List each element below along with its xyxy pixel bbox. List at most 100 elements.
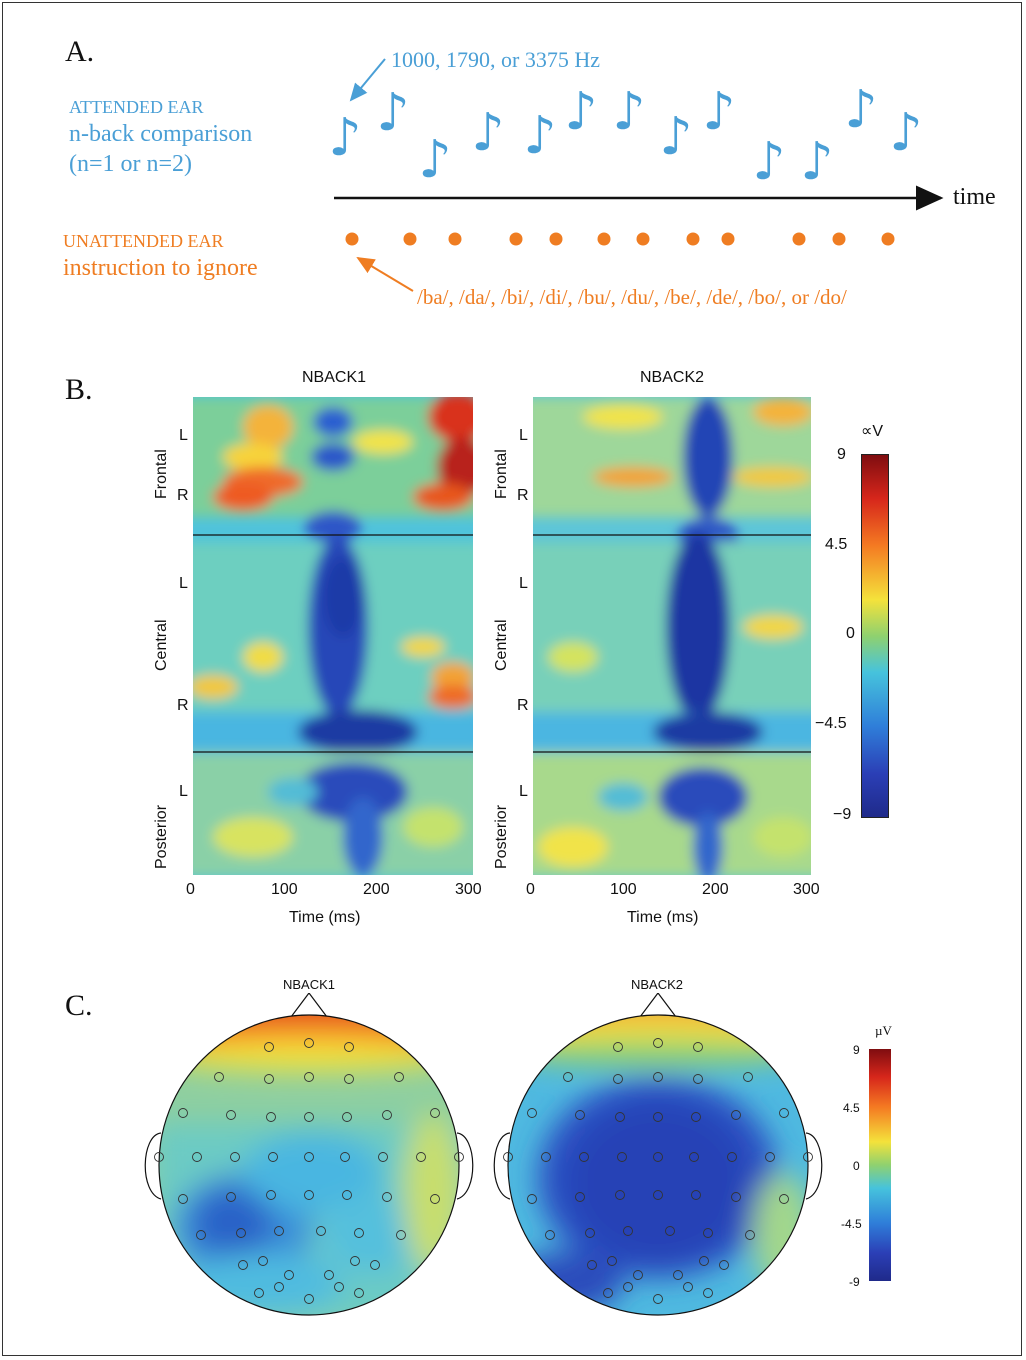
heatmap-nback2-svg	[533, 397, 811, 875]
heatmap-title-nback2: NBACK2	[639, 369, 705, 386]
xtick-right-0: 0	[526, 881, 535, 898]
electrode-marker	[304, 1112, 314, 1122]
panel-c-label: C.	[65, 989, 93, 1022]
panel-b-label: B.	[65, 373, 93, 406]
electrode-marker	[623, 1282, 633, 1292]
electrode-marker	[284, 1270, 294, 1280]
xtick-left-0: 0	[186, 881, 195, 898]
topomap-nback2	[493, 993, 823, 1316]
electrode-marker	[633, 1270, 643, 1280]
electrode-marker	[266, 1190, 276, 1200]
colorbar-c-tick-9: 9	[853, 1043, 860, 1057]
electrode-marker	[575, 1110, 585, 1120]
electrode-marker	[304, 1152, 314, 1162]
colorbar-b-tick-9: 9	[837, 446, 846, 463]
electrode-marker	[236, 1228, 246, 1238]
tone-note-11: ♪	[800, 132, 833, 192]
heatmap-nback2	[533, 397, 811, 875]
electrode-marker	[268, 1152, 278, 1162]
electrode-marker	[304, 1038, 314, 1048]
electrode-marker	[350, 1256, 360, 1266]
region-central-left: Central	[153, 619, 170, 671]
electrode-marker	[703, 1228, 713, 1238]
electrode-marker	[342, 1112, 352, 1122]
electrode-marker	[699, 1256, 709, 1266]
unattended-ear-heading: UNATTENDED EAR	[63, 231, 224, 251]
central-r-right: R	[517, 697, 529, 714]
electrode-marker	[613, 1042, 623, 1052]
speech-dot-7	[636, 232, 650, 246]
frontal-l-left: L	[179, 427, 188, 444]
electrode-marker	[613, 1074, 623, 1084]
electrode-marker	[503, 1152, 513, 1162]
electrode-marker	[304, 1190, 314, 1200]
posterior-l-left: L	[179, 783, 188, 800]
electrode-marker	[579, 1152, 589, 1162]
speech-dot-10	[792, 232, 806, 246]
topomap-title-nback2: NBACK2	[630, 977, 684, 992]
xtick-left-300: 300	[455, 881, 482, 898]
region-frontal-right: Frontal	[493, 449, 510, 499]
tone-note-13: ♪	[889, 103, 922, 163]
tone-note-4: ♪	[471, 103, 504, 163]
heatmap-title-nback1: NBACK1	[301, 369, 367, 386]
electrode-marker	[192, 1152, 202, 1162]
frequency-pointer	[349, 58, 386, 102]
electrode-marker	[527, 1194, 537, 1204]
speech-dot-3	[448, 232, 462, 246]
electrode-marker	[743, 1072, 753, 1082]
electrode-marker	[693, 1042, 703, 1052]
tone-note-6: ♪	[564, 82, 597, 142]
electrode-marker	[653, 1152, 663, 1162]
electrode-marker	[334, 1282, 344, 1292]
tone-note-8: ♪	[659, 107, 692, 167]
electrode-marker	[266, 1112, 276, 1122]
electrode-marker	[344, 1042, 354, 1052]
attended-ear-heading: ATTENDED EAR	[69, 97, 204, 117]
attended-n: (n=1 or n=2)	[69, 151, 193, 177]
electrode-marker	[416, 1152, 426, 1162]
electrode-marker	[230, 1152, 240, 1162]
xtick-left-200: 200	[363, 881, 390, 898]
electrode-marker	[689, 1152, 699, 1162]
electrode-marker	[575, 1192, 585, 1202]
tone-note-1: ♪	[328, 108, 361, 168]
time-label: time	[953, 184, 996, 210]
speech-dot-12	[881, 232, 895, 246]
speech-dot-9	[721, 232, 735, 246]
electrode-marker	[665, 1226, 675, 1236]
colorbar-b-tick-neg4-5: −4.5	[815, 715, 847, 732]
speech-dot-2	[403, 232, 417, 246]
xlabel-right: Time (ms)	[627, 909, 699, 926]
electrode-marker	[342, 1190, 352, 1200]
posterior-l-right: L	[519, 783, 528, 800]
electrode-marker	[563, 1072, 573, 1082]
electrode-marker	[226, 1192, 236, 1202]
electrode-marker	[623, 1226, 633, 1236]
electrode-marker	[370, 1260, 380, 1270]
colorbar-c-tick-neg4-5: -4.5	[841, 1217, 862, 1231]
electrode-marker	[178, 1194, 188, 1204]
electrode-marker	[154, 1152, 164, 1162]
electrode-marker	[226, 1110, 236, 1120]
electrode-marker	[779, 1108, 789, 1118]
electrode-marker	[354, 1228, 364, 1238]
electrode-marker	[745, 1230, 755, 1240]
electrode-marker	[683, 1282, 693, 1292]
electrode-marker	[274, 1282, 284, 1292]
xlabel-left: Time (ms)	[289, 909, 361, 926]
tone-note-12: ♪	[844, 80, 877, 140]
tone-note-10: ♪	[752, 132, 785, 192]
speech-dot-8	[686, 232, 700, 246]
electrode-marker	[178, 1108, 188, 1118]
electrode-marker	[693, 1074, 703, 1084]
panel-a-schematic: ♪ ♪♪ ♪ ♪ ♪ ♪ ♪ ♪♪ ♪♪ ♪	[328, 58, 944, 292]
region-central-right: Central	[493, 619, 510, 671]
electrode-marker	[258, 1256, 268, 1266]
electrode-marker	[344, 1074, 354, 1084]
electrode-marker	[324, 1270, 334, 1280]
electrode-marker	[653, 1038, 663, 1048]
electrode-marker	[653, 1112, 663, 1122]
speech-dot-11	[832, 232, 846, 246]
colorbar-b-tick-4-5: 4.5	[825, 536, 848, 553]
